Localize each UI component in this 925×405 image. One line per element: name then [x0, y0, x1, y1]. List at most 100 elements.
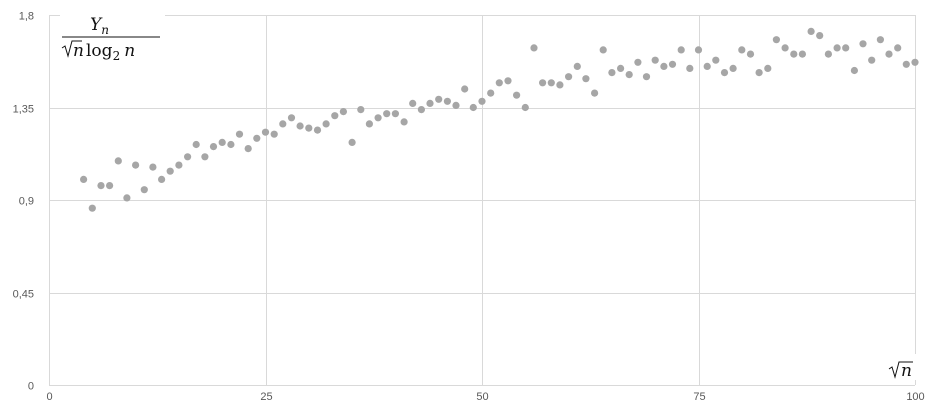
x-axis-label-text: n: [901, 361, 912, 381]
data-point: [253, 134, 261, 142]
data-point: [322, 120, 330, 128]
data-point: [331, 112, 339, 120]
x-tick-label: 75: [693, 391, 705, 403]
data-point: [391, 110, 399, 118]
data-point: [426, 99, 434, 107]
data-point: [88, 204, 96, 212]
data-point: [660, 62, 668, 70]
data-point: [149, 163, 157, 171]
y-axis-label-background: [60, 10, 165, 62]
data-point: [296, 122, 304, 130]
data-point: [556, 81, 564, 89]
data-point: [530, 44, 538, 52]
data-point: [547, 79, 555, 87]
data-point: [720, 69, 729, 77]
data-point: [383, 110, 391, 118]
data-point: [487, 89, 495, 97]
data-point: [417, 106, 425, 114]
data-point: [218, 138, 226, 146]
x-tick-label: 100: [906, 391, 924, 403]
x-axis-label-sqrt-sign: [888, 361, 913, 379]
y-axis-label-numerator: Yn: [90, 15, 109, 37]
x-tick-label: 25: [260, 391, 272, 403]
data-point: [357, 106, 365, 114]
data-point: [435, 95, 443, 103]
data-point: [443, 97, 451, 105]
data-point: [140, 186, 148, 194]
data-point: [677, 46, 685, 54]
data-point: [582, 75, 590, 83]
data-point: [868, 56, 876, 64]
data-point: [738, 46, 746, 54]
y-tick-label: 1,35: [13, 104, 34, 116]
data-point: [764, 64, 772, 72]
data-point: [798, 50, 807, 58]
data-point: [374, 114, 382, 122]
data-point: [712, 56, 720, 64]
x-tick-label: 50: [476, 391, 488, 403]
data-point: [227, 140, 235, 149]
data-point: [166, 167, 174, 175]
data-point: [365, 120, 373, 128]
data-point: [591, 89, 599, 97]
data-point: [911, 58, 919, 66]
data-point: [816, 31, 824, 40]
data-point: [746, 50, 755, 58]
data-point: [617, 64, 625, 72]
data-point: [158, 175, 166, 183]
y-tick-label: 0: [28, 381, 34, 393]
data-point: [772, 36, 781, 44]
data-point: [201, 153, 209, 161]
y-axis-label-denominator: n log2 n: [73, 41, 135, 63]
data-point: [599, 46, 607, 54]
data-point: [461, 85, 469, 93]
data-point: [504, 77, 512, 85]
data-point: [885, 50, 893, 58]
data-point: [729, 64, 737, 72]
x-axis-label: n: [886, 354, 920, 381]
data-point: [642, 73, 651, 81]
data-points: [80, 27, 919, 212]
data-point: [80, 175, 88, 183]
y-tick-label: 0,45: [13, 289, 34, 301]
data-point: [539, 79, 547, 87]
data-point: [175, 161, 183, 169]
data-point: [807, 27, 815, 35]
data-point: [651, 56, 659, 64]
data-point: [833, 44, 841, 52]
data-point: [261, 128, 270, 136]
data-point: [132, 161, 140, 169]
data-point: [781, 44, 789, 52]
data-point: [279, 120, 287, 128]
tick-labels: 0 0,45 0,9 1,35 1,8 0 25 50 75 100: [13, 11, 925, 404]
y-tick-label: 0,9: [19, 196, 34, 208]
data-point: [842, 44, 850, 52]
y-axis-label-sqrt-sign: [61, 40, 82, 58]
data-point: [859, 40, 867, 48]
data-point: [755, 69, 763, 77]
data-point: [894, 44, 902, 52]
data-point: [270, 130, 278, 138]
data-point: [235, 130, 244, 138]
data-point: [184, 153, 192, 161]
data-point: [123, 194, 131, 202]
data-point: [106, 182, 114, 190]
data-point: [703, 62, 711, 70]
data-point: [573, 62, 581, 70]
data-point: [686, 64, 694, 72]
data-point: [287, 114, 296, 122]
data-point: [97, 182, 105, 190]
y-tick-label: 1,8: [19, 11, 34, 23]
data-point: [452, 101, 460, 109]
data-point: [668, 60, 677, 68]
data-point: [902, 60, 910, 68]
gridlines: [49, 15, 916, 386]
data-point: [634, 58, 642, 66]
data-point: [400, 118, 408, 126]
data-point: [824, 50, 833, 58]
data-point: [694, 46, 703, 54]
data-point: [244, 145, 252, 153]
data-point: [209, 143, 218, 151]
data-point: [625, 71, 633, 79]
data-point: [565, 73, 573, 81]
